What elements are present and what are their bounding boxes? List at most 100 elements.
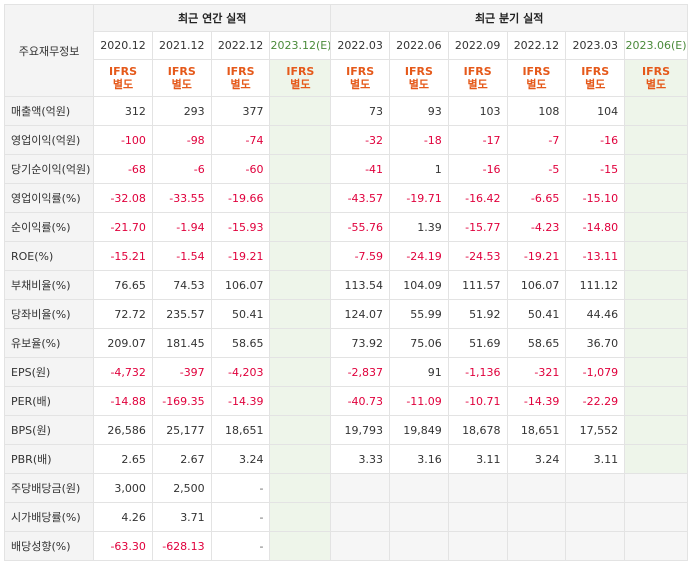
accounting-standard-label: IFRS 별도 — [269, 59, 332, 97]
row-label: BPS(원) — [3, 415, 95, 445]
annual-value-cell: 181.45 — [151, 328, 212, 358]
annual-value-cell — [269, 125, 332, 155]
standard-line2: 별도 — [585, 78, 606, 91]
annual-group-header: 최근 연간 실적 — [93, 4, 332, 32]
empty-cell — [565, 531, 626, 561]
quarterly-period-header: 2022.06 — [389, 31, 449, 60]
quarterly-value-cell: 3.11 — [447, 444, 508, 474]
quarterly-value-cell — [624, 241, 688, 271]
quarterly-value-cell: -55.76 — [330, 212, 391, 242]
empty-cell — [447, 502, 508, 532]
quarterly-period-header: 2023.03 — [565, 31, 626, 60]
quarterly-period-header: 2023.06(E) — [624, 31, 688, 60]
empty-cell — [389, 531, 449, 561]
quarterly-value-cell: 104.09 — [389, 270, 449, 300]
quarterly-value-cell: -40.73 — [330, 386, 391, 416]
quarterly-value-cell — [624, 270, 688, 300]
empty-cell — [624, 502, 688, 532]
accounting-standard-label: IFRS 별도 — [565, 59, 626, 97]
annual-value-cell: 3.71 — [151, 502, 212, 532]
row-label: ROE(%) — [3, 241, 95, 271]
quarterly-period-header: 2022.09 — [447, 31, 508, 60]
annual-value-cell: 26,586 — [93, 415, 153, 445]
annual-value-cell: 3,000 — [93, 473, 153, 503]
quarterly-value-cell: -18 — [389, 125, 449, 155]
accounting-standard-label: IFRS 별도 — [151, 59, 212, 97]
annual-value-cell: -4,732 — [93, 357, 153, 387]
quarterly-value-cell: 3.24 — [506, 444, 567, 474]
annual-value-cell — [269, 415, 332, 445]
table-row: BPS(원) 26,586 25,177 18,651 19,793 19,849 18,6… — [3, 415, 688, 445]
annual-value-cell: 72.72 — [93, 299, 153, 329]
quarterly-value-cell: -41 — [330, 154, 391, 184]
empty-cell — [447, 531, 508, 561]
table-row: 당좌비율(%) 72.72 235.57 50.41 124.07 55.99 51.92 5… — [3, 299, 688, 329]
annual-value-cell: - — [210, 473, 271, 503]
empty-cell — [447, 473, 508, 503]
annual-value-cell — [269, 328, 332, 358]
quarterly-value-cell: 111.12 — [565, 270, 626, 300]
annual-value-cell: -19.21 — [210, 241, 271, 271]
empty-cell — [565, 473, 626, 503]
quarterly-value-cell: 18,678 — [447, 415, 508, 445]
quarterly-period-header: 2022.12 — [506, 31, 567, 60]
annual-value-cell: -14.39 — [210, 386, 271, 416]
annual-value-cell: - — [210, 502, 271, 532]
annual-value-cell: -21.70 — [93, 212, 153, 242]
standard-line2: 별도 — [408, 78, 430, 91]
annual-value-cell — [269, 531, 332, 561]
row-label: 유보율(%) — [3, 328, 95, 358]
quarterly-value-cell: 103 — [447, 96, 508, 126]
annual-value-cell — [269, 473, 332, 503]
quarterly-value-cell: 1 — [389, 154, 449, 184]
quarterly-value-cell: 124.07 — [330, 299, 391, 329]
financial-summary-table: 주요재무정보 최근 연간 실적 최근 분기 실적 2020.12 2021.12 2… — [3, 4, 688, 561]
quarterly-value-cell: -24.53 — [447, 241, 508, 271]
annual-value-cell: 312 — [93, 96, 153, 126]
accounting-standard-label: IFRS 별도 — [506, 59, 567, 97]
quarterly-value-cell: 108 — [506, 96, 567, 126]
standard-line2: 별도 — [290, 78, 311, 91]
annual-value-cell: -6 — [151, 154, 212, 184]
empty-cell — [506, 473, 567, 503]
quarterly-value-cell: 18,651 — [506, 415, 567, 445]
quarterly-value-cell — [624, 328, 688, 358]
annual-value-cell — [269, 270, 332, 300]
quarterly-value-cell: 50.41 — [506, 299, 567, 329]
annual-value-cell: -397 — [151, 357, 212, 387]
row-label: PER(배) — [3, 386, 95, 416]
row-label: 시가배당률(%) — [3, 502, 95, 532]
standard-line2: 별도 — [112, 78, 134, 91]
row-label: 영업이익(억원) — [3, 125, 95, 155]
quarterly-value-cell: 3.33 — [330, 444, 391, 474]
row-label: 배당성향(%) — [3, 531, 95, 561]
quarterly-value-cell — [624, 386, 688, 416]
quarterly-value-cell: -17 — [447, 125, 508, 155]
row-label-header: 주요재무정보 — [3, 4, 95, 97]
quarterly-value-cell — [624, 444, 688, 474]
annual-value-cell: -1.94 — [151, 212, 212, 242]
accounting-standard-label: IFRS 별도 — [624, 59, 688, 97]
table-row: 유보율(%) 209.07 181.45 58.65 73.92 75.06 51.69 58… — [3, 328, 688, 358]
annual-value-cell: 25,177 — [151, 415, 212, 445]
table-row: 순이익률(%) -21.70 -1.94 -15.93 -55.76 1.39 -15.77… — [3, 212, 688, 242]
empty-cell — [506, 531, 567, 561]
annual-value-cell: 235.57 — [151, 299, 212, 329]
empty-cell — [389, 502, 449, 532]
empty-cell — [506, 502, 567, 532]
row-label: 순이익률(%) — [3, 212, 95, 242]
table-row: 주당배당금(원) 3,000 2,500- — [3, 473, 688, 503]
empty-cell — [565, 502, 626, 532]
annual-value-cell — [269, 299, 332, 329]
quarterly-value-cell: -22.29 — [565, 386, 626, 416]
annual-value-cell: -15.93 — [210, 212, 271, 242]
annual-value-cell: 106.07 — [210, 270, 271, 300]
annual-value-cell: -63.30 — [93, 531, 153, 561]
row-label: 부채비율(%) — [3, 270, 95, 300]
standard-line1: IFRS — [346, 65, 375, 78]
annual-value-cell: 2.67 — [151, 444, 212, 474]
annual-value-cell: -15.21 — [93, 241, 153, 271]
quarterly-value-cell: 106.07 — [506, 270, 567, 300]
quarterly-value-cell: 104 — [565, 96, 626, 126]
standard-line1: IFRS — [463, 65, 492, 78]
